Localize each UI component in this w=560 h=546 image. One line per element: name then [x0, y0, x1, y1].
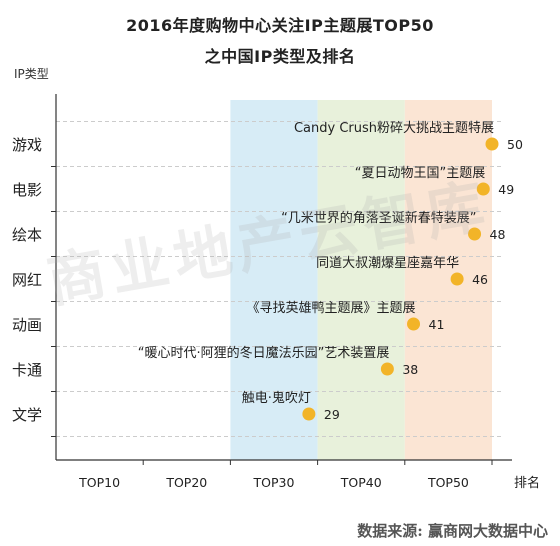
data-point-38 — [380, 362, 394, 376]
x-tick-label: TOP10 — [78, 475, 120, 490]
data-point-41 — [407, 317, 421, 331]
point-label: 同道大叔潮爆星座嘉年华 — [316, 256, 459, 271]
x-tick-label: TOP30 — [253, 475, 295, 490]
point-label: Candy Crush粉碎大挑战主题特展 — [294, 121, 494, 136]
point-label: 触电·鬼吹灯 — [242, 390, 311, 406]
highlight-band-top40 — [317, 100, 405, 460]
value-label: 38 — [402, 362, 418, 377]
data-point-29 — [302, 407, 316, 421]
data-point-46 — [450, 272, 464, 286]
data-point-49 — [476, 182, 490, 196]
value-label: 49 — [498, 182, 514, 197]
value-label: 29 — [324, 407, 340, 422]
category-label: 绘本 — [12, 226, 42, 244]
category-label: 卡通 — [12, 361, 42, 379]
x-tick-label: TOP20 — [165, 475, 207, 490]
highlight-band-top50 — [404, 100, 492, 460]
value-label: 46 — [472, 272, 488, 287]
point-label: 《寻找英雄鸭主题展》主题展 — [247, 301, 416, 316]
value-label: 50 — [507, 137, 523, 152]
point-label: “几米世界的角落圣诞新春特装展” — [281, 210, 476, 226]
point-label: “夏日动物王国”主题展 — [355, 166, 485, 181]
category-label: 文学 — [12, 406, 42, 424]
point-label: “暖心时代·阿狸的冬日魔法乐园”艺术装置展 — [138, 345, 390, 361]
value-label: 41 — [429, 317, 445, 332]
category-label: 动画 — [12, 316, 42, 334]
chart-title-line2: 之中国IP类型及排名 — [204, 47, 356, 66]
x-axis-label: 排名 — [514, 475, 540, 491]
category-label: 网红 — [12, 271, 42, 289]
x-tick-label: TOP50 — [427, 475, 469, 490]
data-source: 数据来源: 赢商网大数据中心 — [357, 522, 548, 540]
y-axis-label: IP类型 — [14, 67, 49, 81]
data-point-48 — [468, 227, 482, 241]
data-point-50 — [485, 137, 499, 151]
value-label: 48 — [490, 227, 506, 242]
highlight-band-top30 — [230, 100, 318, 460]
chart-title-line1: 2016年度购物中心关注IP主题展TOP50 — [126, 16, 434, 35]
category-label: 游戏 — [12, 136, 42, 154]
category-label: 电影 — [12, 181, 42, 199]
x-tick-label: TOP40 — [340, 475, 382, 490]
